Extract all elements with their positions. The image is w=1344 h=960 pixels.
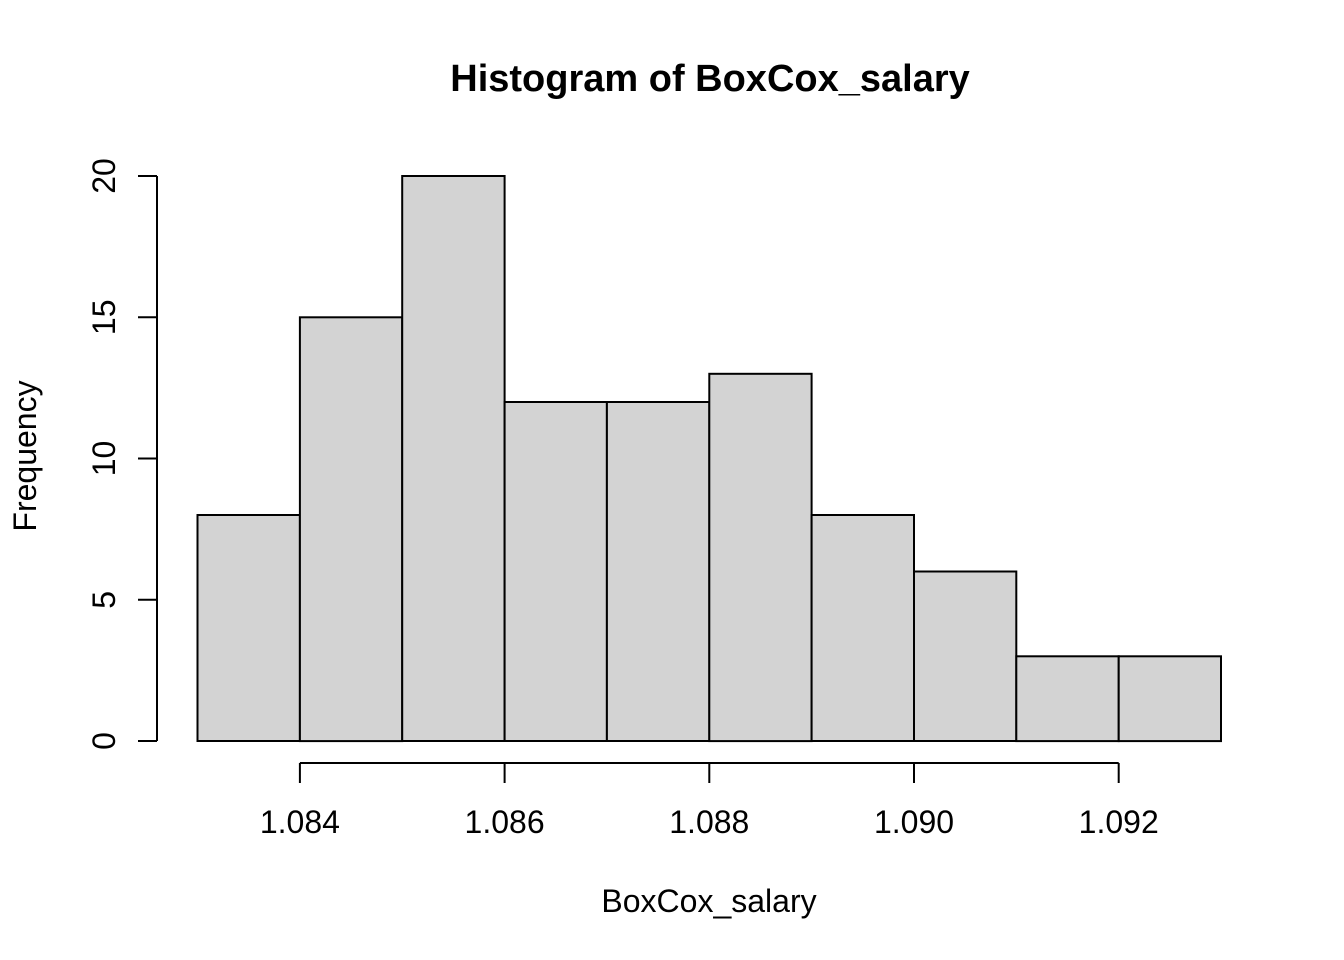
- histogram-bar: [298, 316, 404, 743]
- histogram-bar: [913, 570, 1018, 742]
- x-axis-title: BoxCox_salary: [601, 883, 816, 919]
- y-tick-label: 15: [86, 300, 122, 336]
- histogram-bar: [503, 401, 608, 742]
- y-tick-label: 0: [86, 732, 122, 750]
- axes: 0 5 10 15 20 1.084 1.086 1.088 1.090 1.092: [86, 158, 1159, 840]
- y-tick-label: 5: [86, 591, 122, 609]
- histogram-bar: [401, 175, 506, 742]
- histogram-bar: [810, 514, 915, 742]
- histogram-bars: [196, 175, 1222, 743]
- chart-title: Histogram of BoxCox_salary: [450, 58, 970, 100]
- y-axis-title: Frequency: [7, 380, 43, 531]
- histogram-bar: [196, 514, 301, 742]
- x-tick-label: 1.092: [1079, 804, 1159, 840]
- histogram-bar: [1015, 655, 1120, 743]
- x-tick-label: 1.086: [465, 804, 545, 840]
- y-tick-label: 10: [86, 441, 122, 477]
- x-tick-label: 1.090: [874, 804, 954, 840]
- histogram-bar: [1117, 655, 1222, 743]
- y-tick-label: 20: [86, 158, 122, 194]
- histogram-bar: [708, 372, 813, 743]
- histogram-bar: [605, 401, 711, 742]
- x-tick-label: 1.088: [669, 804, 749, 840]
- x-tick-label: 1.084: [260, 804, 340, 840]
